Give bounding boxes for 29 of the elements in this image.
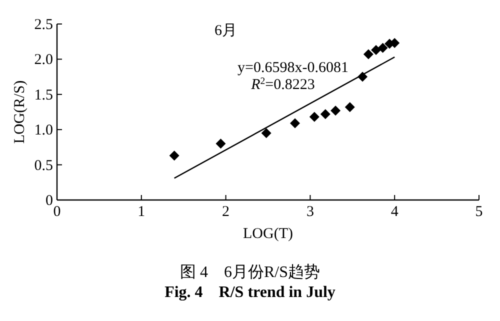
chart-title: 6月 bbox=[214, 23, 238, 39]
y-tick-label: 0.5 bbox=[34, 158, 53, 174]
point bbox=[290, 118, 300, 128]
y-tick-label: 2.5 bbox=[34, 17, 53, 33]
point bbox=[363, 49, 374, 60]
y-tick-label: 2.0 bbox=[34, 52, 53, 68]
point bbox=[169, 150, 180, 161]
x-tick-label: 1 bbox=[138, 204, 146, 220]
caption: Fig. 4 R/S trend in July bbox=[164, 284, 336, 301]
point bbox=[378, 42, 388, 53]
y-tick-label: 0 bbox=[46, 193, 53, 209]
annotation: R$^{2}$=0.8223 bbox=[250, 76, 315, 93]
x-tick-label: 4 bbox=[390, 204, 399, 220]
x-tick-label: 5 bbox=[475, 204, 483, 220]
y-tick-label: 1.0 bbox=[34, 122, 53, 139]
point bbox=[330, 106, 341, 116]
point bbox=[371, 45, 382, 56]
x-tick-label: 2 bbox=[222, 204, 230, 220]
point bbox=[309, 112, 320, 122]
x-axis-title: LOG(T) bbox=[243, 226, 293, 242]
point bbox=[261, 128, 272, 138]
x-tick-label: 3 bbox=[306, 204, 314, 220]
point bbox=[344, 102, 355, 112]
caption: 图 4 6月份R/S趋势 bbox=[180, 263, 320, 281]
point bbox=[320, 109, 330, 120]
y-tick-label: 1.5 bbox=[34, 87, 53, 104]
point bbox=[216, 138, 226, 149]
annotation: y=0.6598x-0.6081 bbox=[238, 60, 348, 76]
y-axis-title: LOG(R/S) bbox=[12, 80, 28, 144]
